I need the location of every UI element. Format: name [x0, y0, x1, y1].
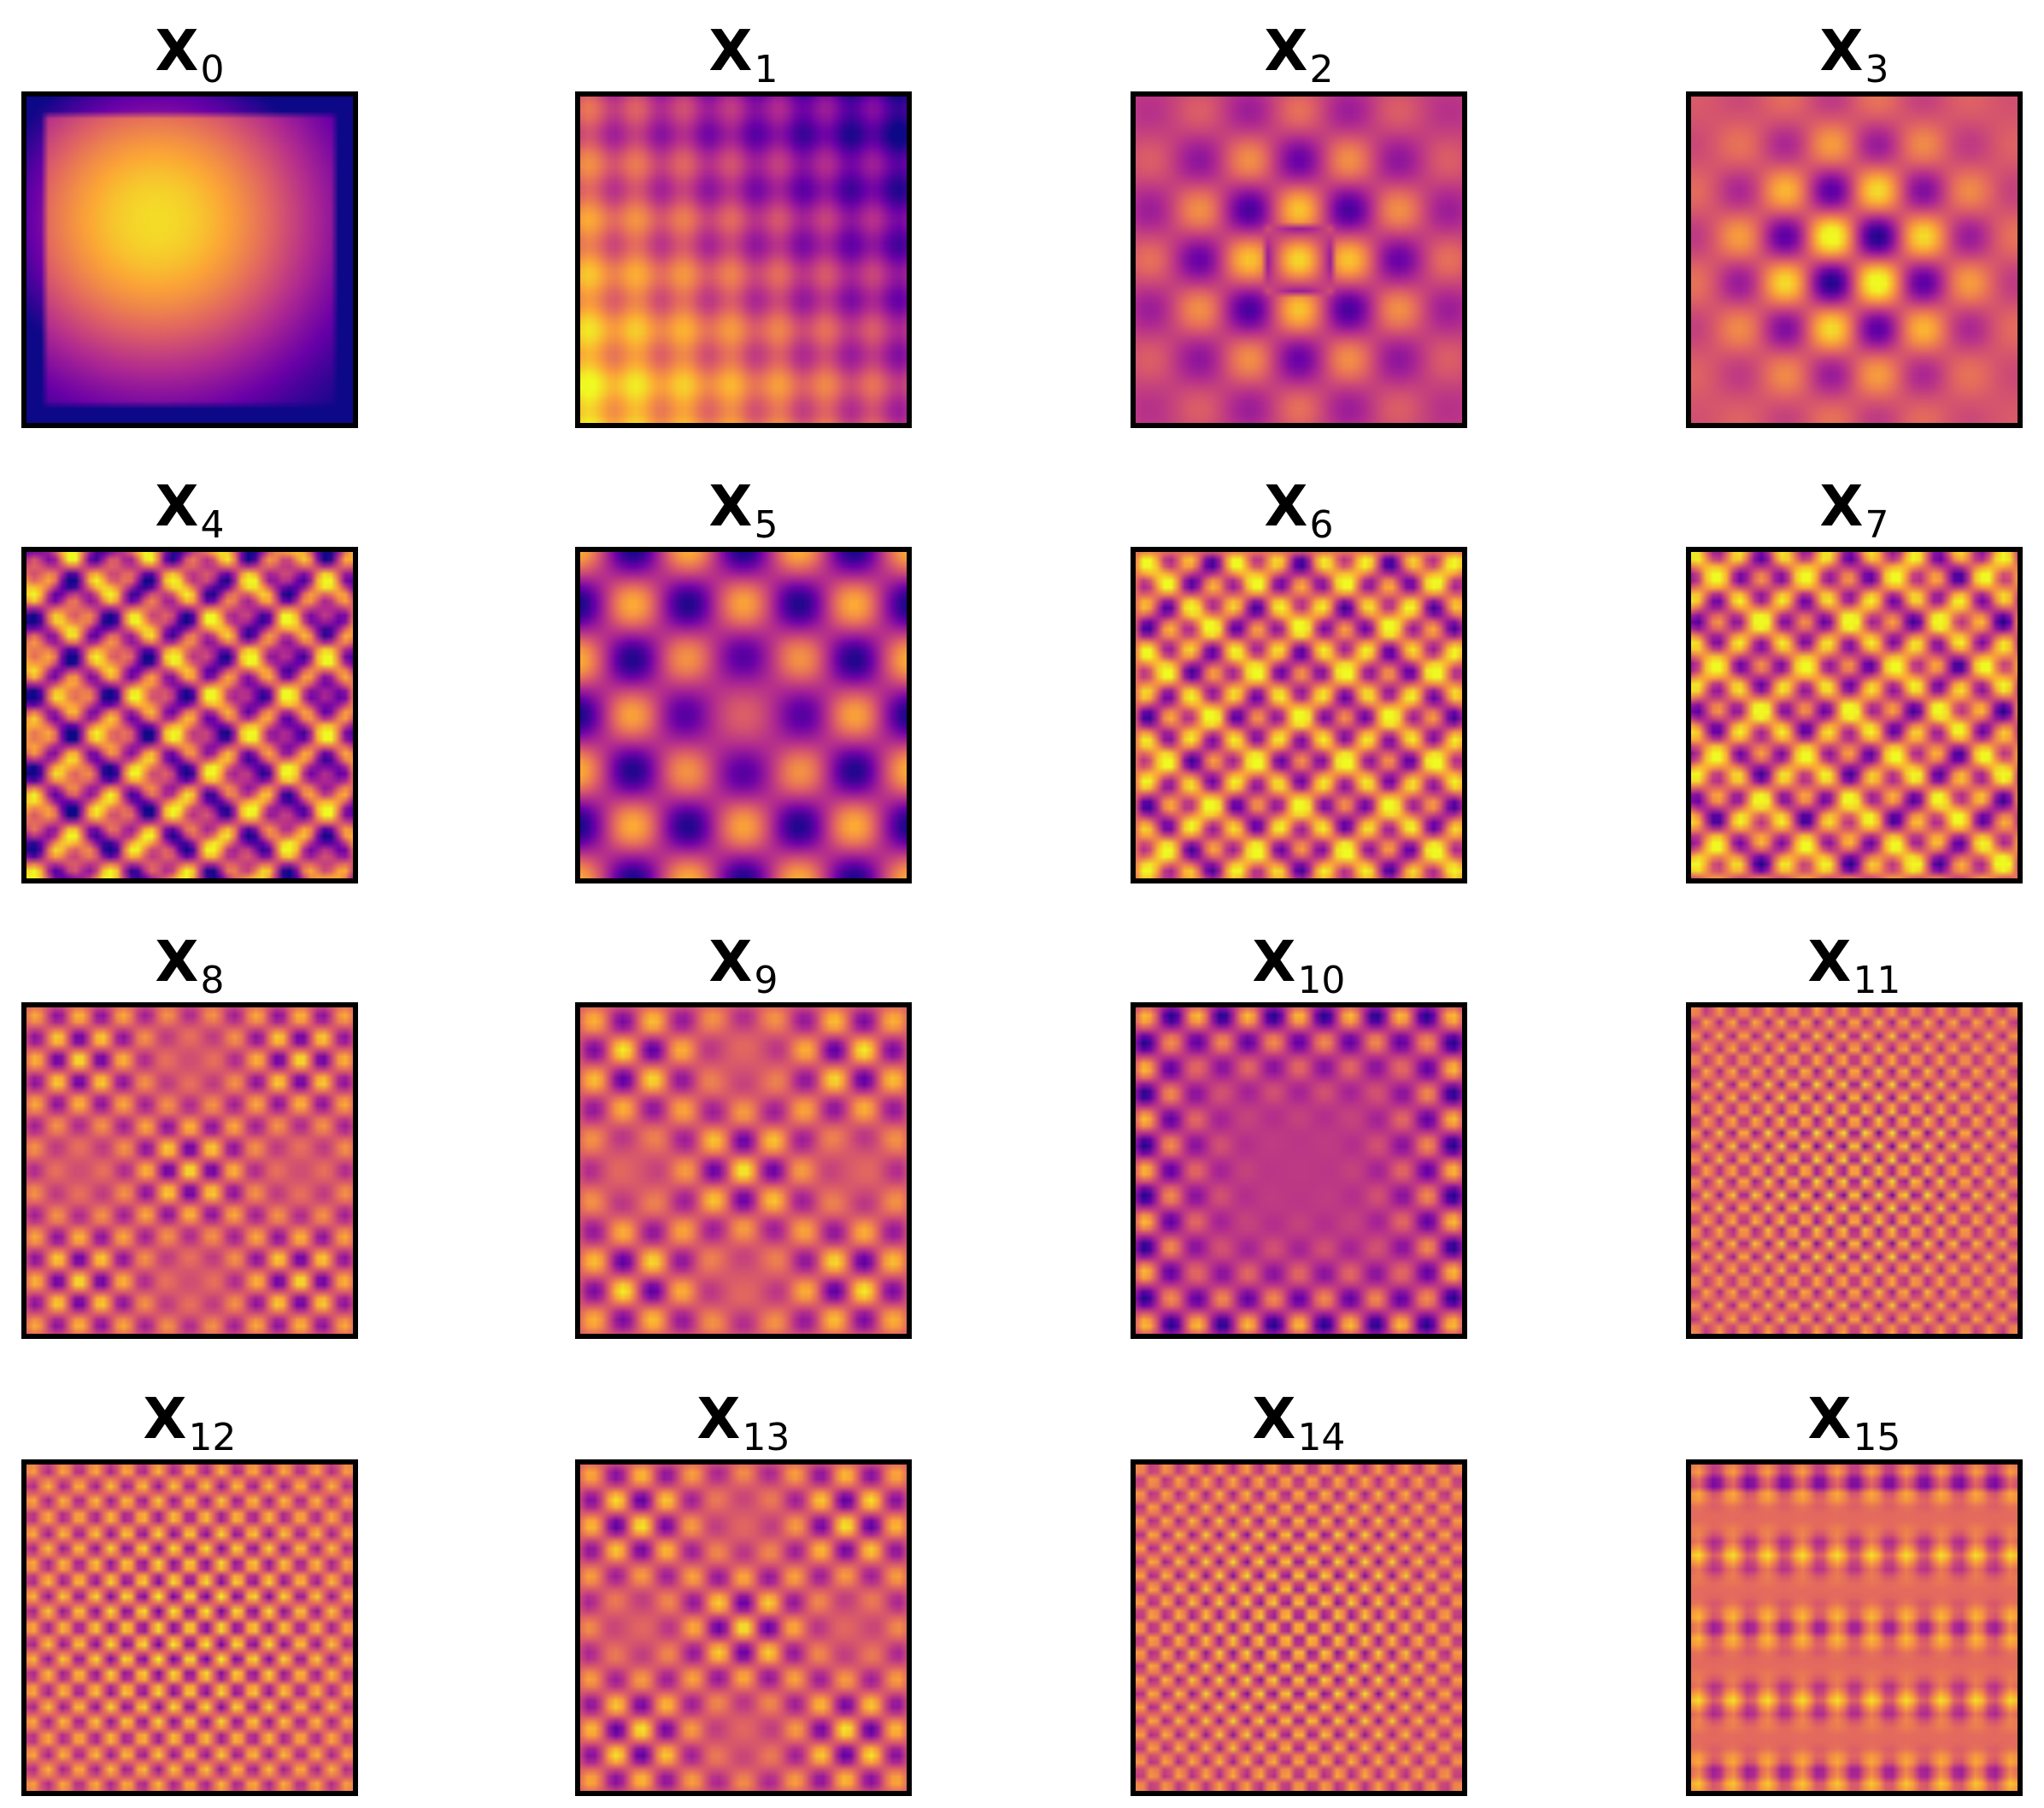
panel-title: X8 — [156, 929, 225, 1002]
heatmap-image — [24, 1005, 355, 1336]
panel-title-subscript: 13 — [742, 1416, 790, 1459]
panel-frame — [1131, 91, 1467, 428]
heatmap-image — [1689, 1005, 2020, 1336]
panel-title: X15 — [1808, 1386, 1901, 1459]
heatmap-image — [1133, 549, 1465, 881]
panel-title-subscript: 9 — [754, 959, 778, 1002]
heatmap-image — [24, 94, 355, 426]
heatmap-panel-14: X14 — [1131, 1386, 1467, 1796]
panel-title-base: X — [156, 929, 199, 995]
heatmap-panel-2: X2 — [1131, 18, 1467, 428]
panel-frame — [575, 1459, 912, 1796]
panel-frame — [21, 91, 358, 428]
panel-title-base: X — [697, 1386, 741, 1452]
panel-frame — [575, 91, 912, 428]
panel-title-base: X — [1265, 473, 1308, 539]
panel-title-subscript: 7 — [1865, 503, 1888, 547]
heatmap-image — [578, 1005, 909, 1336]
panel-title: X2 — [1265, 18, 1334, 91]
panel-title-base: X — [1820, 18, 1864, 84]
panel-title: X14 — [1253, 1386, 1346, 1459]
heatmap-panel-6: X6 — [1131, 473, 1467, 883]
panel-title-base: X — [1253, 1386, 1296, 1452]
panel-title-subscript: 0 — [200, 48, 224, 91]
panel-frame — [21, 1002, 358, 1339]
panel-title-subscript: 15 — [1853, 1416, 1900, 1459]
panel-title-subscript: 4 — [200, 503, 224, 547]
panel-title: X4 — [156, 473, 225, 547]
panel-title-base: X — [1808, 929, 1852, 995]
heatmap-panel-9: X9 — [575, 929, 912, 1339]
panel-title-subscript: 6 — [1309, 503, 1333, 547]
heatmap-image — [1689, 549, 2020, 881]
panel-title-subscript: 10 — [1297, 959, 1345, 1002]
panel-title-subscript: 2 — [1309, 48, 1333, 91]
panel-title: X3 — [1820, 18, 1889, 91]
heatmap-image — [1133, 1462, 1465, 1793]
panel-frame — [1131, 1459, 1467, 1796]
heatmap-image — [1689, 94, 2020, 426]
panel-title-base: X — [144, 1386, 187, 1452]
panel-title-base: X — [709, 18, 753, 84]
panel-title: X6 — [1265, 473, 1334, 547]
heatmap-image — [578, 549, 909, 881]
heatmap-panel-8: X8 — [21, 929, 358, 1339]
panel-title-base: X — [156, 473, 199, 539]
heatmap-panel-5: X5 — [575, 473, 912, 883]
panel-frame — [575, 1002, 912, 1339]
panel-frame — [1686, 1002, 2023, 1339]
panel-title-subscript: 3 — [1865, 48, 1888, 91]
heatmap-image — [578, 1462, 909, 1793]
panel-title: X10 — [1253, 929, 1346, 1002]
panel-title: X9 — [709, 929, 778, 1002]
panel-title: X5 — [709, 473, 778, 547]
panel-frame — [21, 547, 358, 883]
heatmap-panel-15: X15 — [1686, 1386, 2023, 1796]
panel-title-base: X — [1820, 473, 1864, 539]
heatmap-image — [1133, 1005, 1465, 1336]
panel-title: X7 — [1820, 473, 1889, 547]
panel-title-base: X — [1265, 18, 1308, 84]
heatmap-panel-10: X10 — [1131, 929, 1467, 1339]
panel-frame — [575, 547, 912, 883]
heatmap-panel-11: X11 — [1686, 929, 2023, 1339]
panel-title-subscript: 12 — [188, 1416, 236, 1459]
panel-title-base: X — [709, 473, 753, 539]
panel-title-base: X — [1253, 929, 1296, 995]
panel-title: X12 — [144, 1386, 237, 1459]
panel-title-subscript: 14 — [1297, 1416, 1345, 1459]
panel-frame — [1131, 547, 1467, 883]
panel-title: X1 — [709, 18, 778, 91]
heatmap-panel-12: X12 — [21, 1386, 358, 1796]
panel-title-base: X — [156, 18, 199, 84]
panel-frame — [21, 1459, 358, 1796]
heatmap-image — [1689, 1462, 2020, 1793]
heatmap-panel-7: X7 — [1686, 473, 2023, 883]
heatmap-panel-4: X4 — [21, 473, 358, 883]
panel-frame — [1686, 547, 2023, 883]
heatmap-image — [1133, 94, 1465, 426]
heatmap-panel-13: X13 — [575, 1386, 912, 1796]
heatmap-image — [24, 1462, 355, 1793]
panel-title-subscript: 5 — [754, 503, 778, 547]
panel-title: X11 — [1808, 929, 1901, 1002]
panel-title-subscript: 1 — [754, 48, 778, 91]
panel-title: X0 — [156, 18, 225, 91]
heatmap-panel-3: X3 — [1686, 18, 2023, 428]
panel-title-base: X — [1808, 1386, 1852, 1452]
panel-title-subscript: 8 — [200, 959, 224, 1002]
panel-title-base: X — [709, 929, 753, 995]
panel-frame — [1686, 1459, 2023, 1796]
panel-title-subscript: 11 — [1853, 959, 1900, 1002]
panel-frame — [1686, 91, 2023, 428]
panel-frame — [1131, 1002, 1467, 1339]
heatmap-panel-0: X0 — [21, 18, 358, 428]
heatmap-image — [24, 549, 355, 881]
panel-title: X13 — [697, 1386, 790, 1459]
heatmap-image — [578, 94, 909, 426]
heatmap-panel-1: X1 — [575, 18, 912, 428]
